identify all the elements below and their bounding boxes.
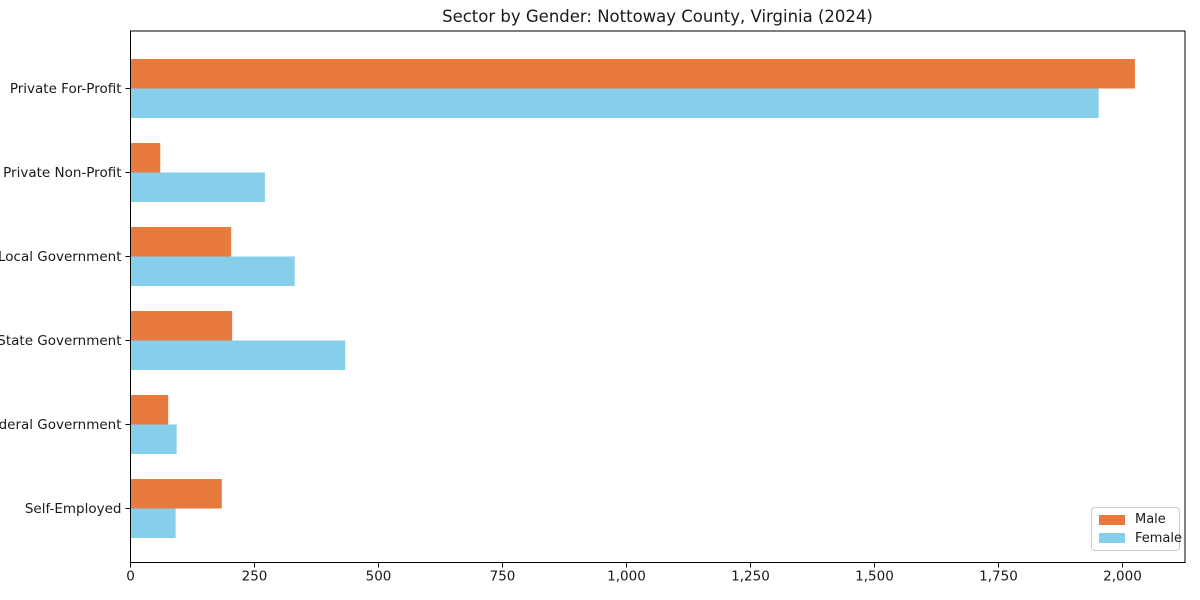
- bar-male-private-non-profit: [130, 143, 161, 173]
- legend-label-male: Male: [1135, 512, 1166, 528]
- x-tick-label: 250: [242, 569, 268, 585]
- y-tick-label-private-non-profit: Private Non-Profit: [3, 165, 121, 181]
- chart-title: Sector by Gender: Nottoway County, Virgi…: [442, 7, 873, 26]
- bar-female-federal-government: [130, 424, 177, 454]
- bar-male-state-government: [130, 311, 233, 341]
- bar-female-self-employed: [130, 508, 176, 538]
- legend-swatch-male-icon: [1099, 514, 1125, 525]
- legend-entry-male: Male: [1099, 513, 1179, 526]
- x-tick-label: 1,500: [855, 569, 894, 585]
- legend-label-female: Female: [1135, 530, 1183, 546]
- legend: Male Female: [1091, 507, 1183, 551]
- y-tick-label-state-government: State Government: [0, 333, 122, 349]
- legend-swatch-female-icon: [1099, 533, 1125, 544]
- bar-female-local-government: [130, 256, 295, 286]
- x-tick-label: 1,750: [979, 569, 1018, 585]
- y-tick-label-private-for-profit: Private For-Profit: [10, 81, 122, 97]
- bar-male-local-government: [130, 227, 232, 257]
- x-tick-label: 1,000: [607, 569, 646, 585]
- bar-female-state-government: [130, 340, 346, 370]
- y-tick-label-self-employed: Self-Employed: [25, 501, 122, 517]
- bar-female-private-for-profit: [130, 88, 1099, 118]
- bar-male-federal-government: [130, 395, 169, 425]
- x-tick-label: 750: [490, 569, 516, 585]
- x-tick-label: 500: [366, 569, 392, 585]
- x-tick-label: 0: [126, 569, 135, 585]
- bar-male-private-for-profit: [130, 59, 1135, 89]
- legend-entry-female: Female: [1099, 530, 1183, 546]
- bar-male-self-employed: [130, 479, 222, 509]
- y-tick-label-federal-government: Federal Government: [0, 417, 122, 433]
- x-tick-label: 2,000: [1103, 569, 1142, 585]
- y-tick-label-local-government: Local Government: [0, 249, 122, 265]
- plot-border: [130, 30, 1186, 563]
- x-tick-label: 1,250: [731, 569, 770, 585]
- bar-female-private-non-profit: [130, 172, 265, 202]
